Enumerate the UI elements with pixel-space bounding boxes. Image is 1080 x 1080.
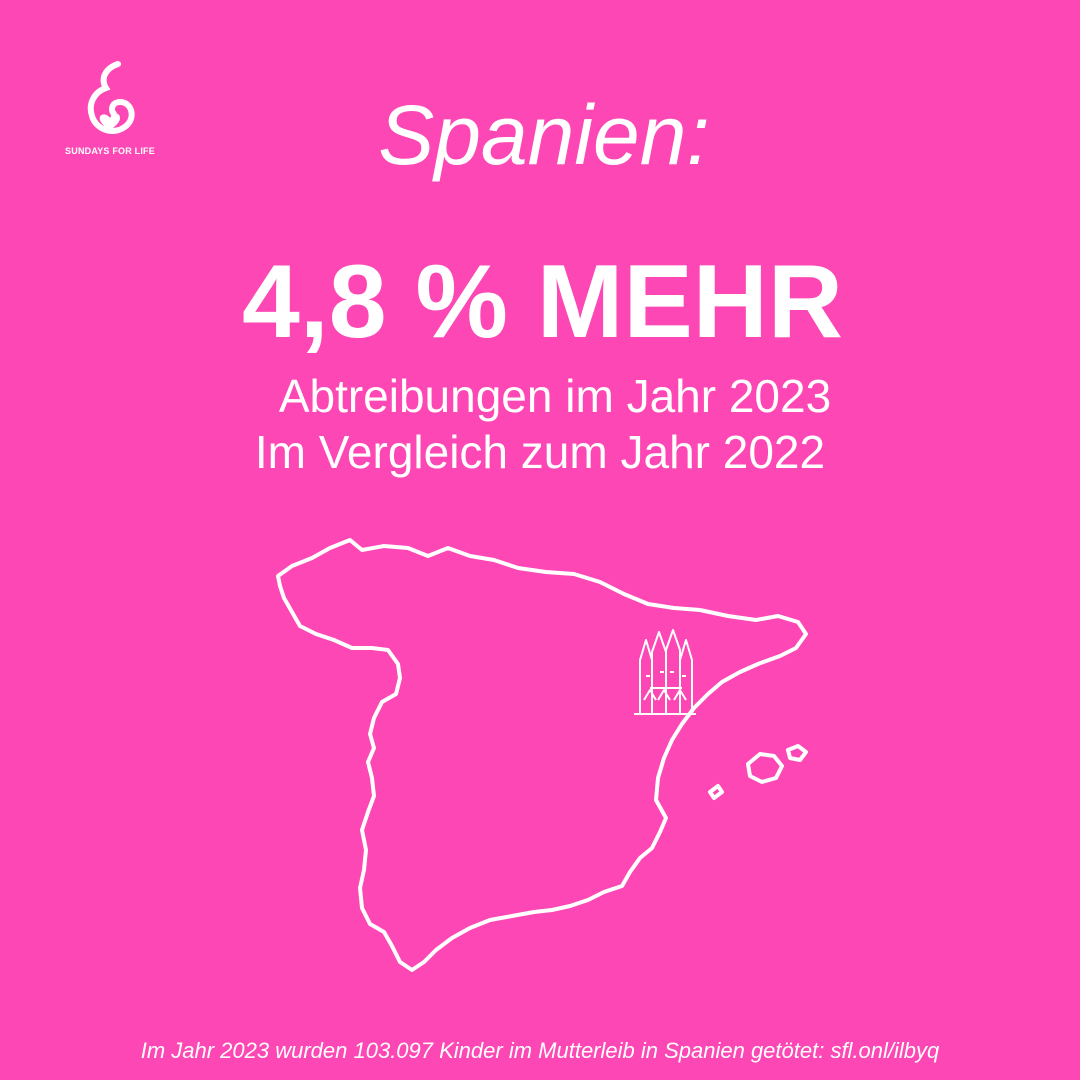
footer-note: Im Jahr 2023 wurden 103.097 Kinder im Mu…: [140, 1038, 940, 1063]
subtitle-line-1: Abtreibungen im Jahr 2023: [278, 370, 832, 422]
brand-logo: SUNDAYS FOR LIFE: [62, 60, 158, 160]
brand-name: SUNDAYS FOR LIFE: [65, 146, 155, 156]
ibiza-outline: [708, 784, 724, 800]
headline-stat: 4,8 % MEHR: [241, 244, 844, 360]
sagrada-familia-icon: [634, 629, 696, 715]
mother-child-heart-icon: [87, 61, 135, 134]
spain-mainland-outline: [276, 538, 808, 972]
subtitle-line-2: Im Vergleich zum Jahr 2022: [254, 426, 826, 478]
menorca-outline: [786, 744, 808, 762]
mallorca-outline: [746, 752, 784, 784]
page-title: Spanien:: [378, 88, 710, 182]
